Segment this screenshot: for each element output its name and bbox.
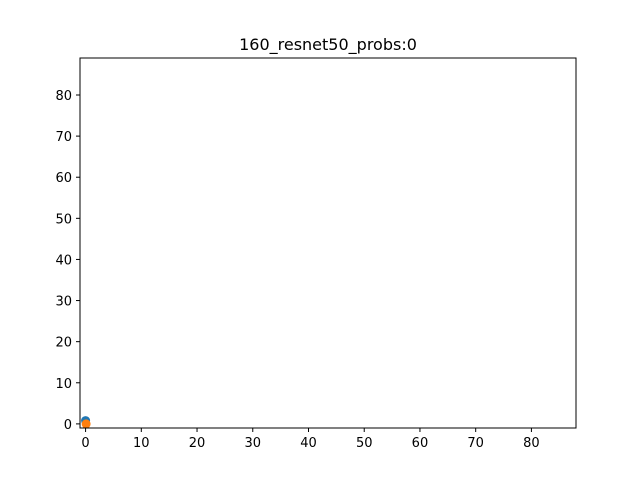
y-tick-label: 0 (64, 418, 72, 433)
chart-title: 160_resnet50_probs:0 (239, 35, 417, 55)
y-tick-label: 80 (55, 89, 72, 104)
y-tick-label: 20 (55, 336, 72, 351)
plot-points (81, 416, 91, 429)
x-tick-label: 60 (412, 436, 429, 451)
x-tick-label: 20 (189, 436, 206, 451)
plot-area-frame (79, 57, 577, 429)
y-axis: 0 10 20 30 40 50 60 70 80 (55, 89, 80, 433)
y-tick-label: 40 (55, 253, 72, 268)
x-tick-label: 80 (523, 436, 540, 451)
y-tick-label: 50 (55, 212, 72, 227)
x-tick-label: 70 (467, 436, 484, 451)
x-axis: 0 10 20 30 40 50 60 70 80 (81, 428, 540, 451)
x-tick-label: 40 (300, 436, 317, 451)
x-tick-label: 30 (244, 436, 261, 451)
y-tick-label: 10 (55, 377, 72, 392)
scatter-point (81, 419, 91, 429)
x-tick-label: 0 (81, 436, 89, 451)
x-tick-label: 10 (133, 436, 150, 451)
y-tick-label: 30 (55, 295, 72, 310)
y-tick-label: 60 (55, 171, 72, 186)
x-tick-label: 50 (356, 436, 373, 451)
y-tick-label: 70 (55, 130, 72, 145)
